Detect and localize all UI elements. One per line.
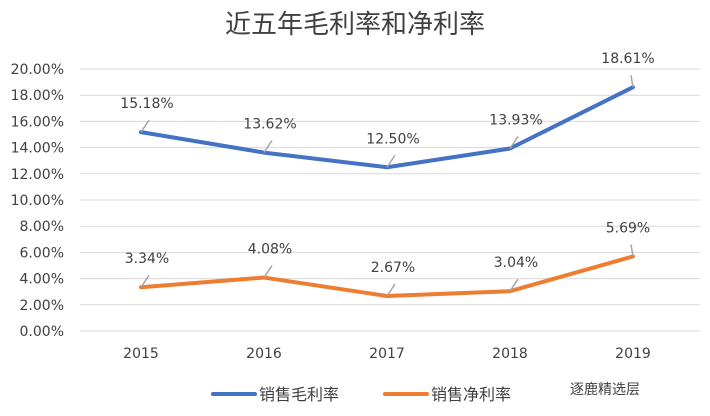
legend-label: 销售毛利率	[259, 385, 339, 404]
leader-line	[386, 283, 396, 297]
data-label: 15.18%	[120, 96, 173, 112]
data-label: 4.08%	[248, 242, 292, 258]
leader-line	[630, 244, 634, 257]
watermark: 逐鹿精选层	[570, 381, 640, 398]
x-tick-label: 2015	[123, 346, 159, 362]
leader-line	[386, 154, 396, 168]
data-label: 3.04%	[494, 255, 538, 271]
leader-line	[140, 274, 150, 288]
y-tick-label: 18.00%	[11, 88, 64, 104]
y-tick-label: 10.00%	[11, 193, 64, 209]
x-tick-label: 2017	[369, 346, 405, 362]
leader-line	[630, 75, 634, 88]
data-label: 13.62%	[243, 117, 296, 133]
leader-line	[140, 119, 150, 133]
leader-line	[263, 265, 273, 278]
chart-title: 近五年毛利率和净利率	[225, 10, 485, 40]
y-tick-label: 12.00%	[11, 167, 64, 183]
y-tick-label: 6.00%	[20, 245, 64, 261]
data-label: 12.50%	[366, 131, 419, 147]
y-tick-label: 8.00%	[20, 219, 64, 235]
leader-line	[509, 278, 519, 292]
data-label: 18.61%	[601, 51, 654, 67]
legend-label: 销售净利率	[431, 385, 511, 404]
y-tick-label: 2.00%	[20, 298, 64, 314]
y-tick-label: 16.00%	[11, 114, 64, 130]
data-label: 3.34%	[125, 251, 169, 267]
leader-line	[263, 140, 273, 153]
y-tick-label: 4.00%	[20, 272, 64, 288]
data-label: 5.69%	[606, 220, 650, 236]
y-tick-label: 20.00%	[11, 62, 64, 78]
data-label: 13.93%	[489, 113, 542, 129]
x-tick-label: 2019	[615, 346, 651, 362]
y-tick-label: 0.00%	[20, 324, 64, 340]
series-line	[139, 85, 635, 170]
leader-line	[509, 136, 519, 149]
x-tick-label: 2018	[492, 346, 528, 362]
x-tick-label: 2016	[246, 346, 282, 362]
y-tick-label: 14.00%	[11, 141, 64, 157]
data-label: 2.67%	[371, 260, 415, 276]
